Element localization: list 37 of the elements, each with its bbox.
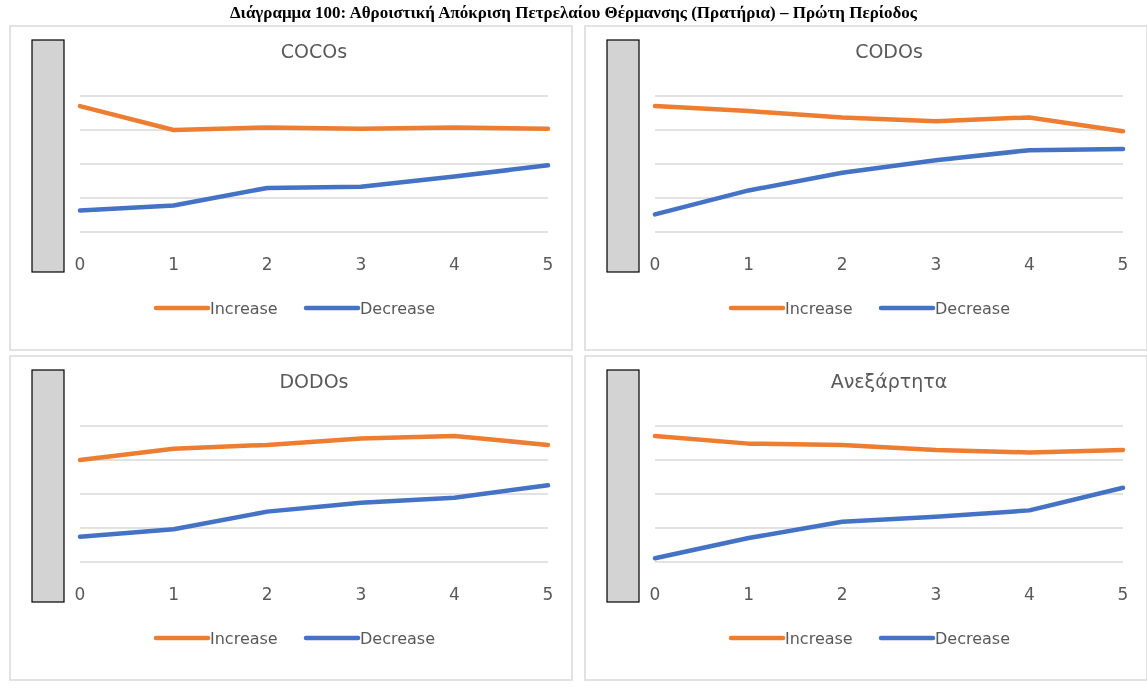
legend-label: Decrease xyxy=(935,629,1011,648)
x-tick-label: 3 xyxy=(355,254,367,274)
chart-title: DODOs xyxy=(279,370,349,392)
x-tick-label: 4 xyxy=(1023,254,1035,274)
legend-label: Decrease xyxy=(360,299,436,318)
x-tick-label: 5 xyxy=(542,254,554,274)
text: Διάγραμμα 100: Αθροιστική Απόκριση Πετρελαίου Θέρμανσης (Πρατήρια) – Πρώτη Περίοδος xyxy=(229,3,918,22)
legend-label: Decrease xyxy=(360,629,436,648)
legend-label: Decrease xyxy=(935,299,1011,318)
x-tick-label: 5 xyxy=(1117,254,1129,274)
x-tick-label: 5 xyxy=(542,584,554,604)
x-tick-label: 4 xyxy=(448,254,460,274)
x-tick-label: 1 xyxy=(168,254,180,274)
x-tick-label: 2 xyxy=(836,254,848,274)
x-tick-label: 0 xyxy=(649,584,661,604)
legend-label: Increase xyxy=(210,629,278,648)
x-tick-label: 3 xyxy=(930,254,942,274)
chart-title: COCOs xyxy=(280,40,348,62)
x-tick-label: 0 xyxy=(74,254,86,274)
chart-title: Ανεξάρτητα xyxy=(830,370,948,392)
x-tick-label: 1 xyxy=(743,254,755,274)
x-tick-label: 3 xyxy=(930,584,942,604)
x-tick-label: 1 xyxy=(743,584,755,604)
x-tick-label: 4 xyxy=(448,584,460,604)
x-tick-label: 5 xyxy=(1117,584,1129,604)
x-tick-label: 2 xyxy=(261,254,273,274)
legend-label: Increase xyxy=(210,299,278,318)
x-tick-label: 4 xyxy=(1023,584,1035,604)
x-tick-label: 3 xyxy=(355,584,367,604)
legend-label: Increase xyxy=(785,629,853,648)
x-tick-label: 2 xyxy=(261,584,273,604)
x-tick-label: 0 xyxy=(649,254,661,274)
chart-title: CODOs xyxy=(855,40,923,62)
x-tick-label: 2 xyxy=(836,584,848,604)
legend-label: Increase xyxy=(785,299,853,318)
x-tick-label: 1 xyxy=(168,584,180,604)
x-tick-label: 0 xyxy=(74,584,86,604)
